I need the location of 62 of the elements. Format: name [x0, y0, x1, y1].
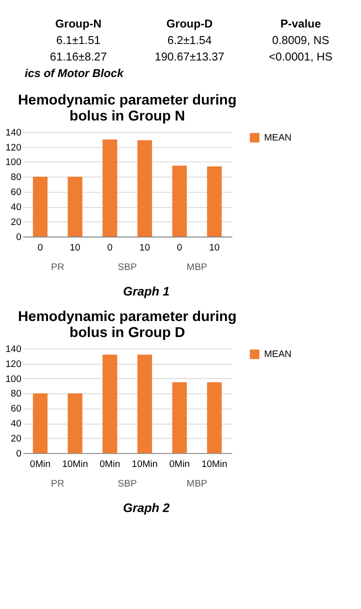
text: 6.2±1.54	[167, 34, 212, 47]
text: <0.0001, HS	[268, 52, 333, 64]
text: MBP	[186, 262, 208, 273]
text: 6.1±1.51	[56, 34, 101, 47]
text: PR	[51, 478, 64, 490]
caption: Graph 2	[122, 501, 170, 515]
x-tick-label: 0	[107, 242, 113, 254]
y-tick-label: 0	[16, 232, 22, 243]
text: P-value	[280, 18, 321, 30]
x-tick-label: 10	[70, 242, 80, 254]
bar	[102, 354, 118, 454]
x-tick-label: 0Min	[169, 458, 190, 470]
text: 190.67±13.37	[154, 52, 224, 64]
x-tick-label: 10	[209, 242, 220, 254]
x-tick-label: 0	[38, 242, 43, 254]
bar	[32, 176, 48, 236]
x-tick-label: 10	[139, 242, 150, 254]
text: MBP	[186, 478, 208, 490]
bar	[137, 354, 152, 454]
x-tick-label: 0	[176, 242, 182, 254]
y-tick-label: 40	[10, 418, 22, 430]
bar	[68, 393, 82, 454]
x-tick-label: 0Min	[100, 458, 120, 470]
bar	[207, 382, 222, 454]
y-tick-label: 120	[6, 142, 22, 154]
bar	[32, 393, 48, 454]
y-tick-label: 80	[10, 172, 22, 184]
y-tick-label: 40	[10, 202, 22, 213]
x-tick-label: 10Min	[132, 458, 158, 470]
x-tick-label: 0Min	[30, 458, 51, 470]
chart-title: Hemodynamic parameter during bolus in Group N	[18, 92, 237, 125]
text: ics of Motor Block	[24, 68, 124, 80]
y-tick-label: 60	[10, 187, 22, 198]
text: 61.16±8.27	[50, 52, 107, 64]
text: PR	[51, 262, 64, 273]
bar	[172, 166, 187, 236]
text: Group-N	[55, 18, 102, 30]
y-tick-label: 20	[10, 433, 22, 444]
y-tick-label: 140	[6, 344, 22, 355]
bar	[207, 166, 222, 236]
bar	[68, 176, 82, 236]
text: SBP	[118, 262, 137, 273]
chart-title: Hemodynamic parameter during bolus in Group D	[18, 309, 237, 342]
y-tick-label: 100	[6, 157, 22, 168]
caption: Graph 1	[122, 284, 170, 298]
bar	[102, 139, 118, 236]
y-tick-label: 80	[10, 388, 22, 400]
text: Group-D	[166, 18, 213, 30]
legend-label: MEAN	[264, 132, 292, 144]
bar	[137, 140, 152, 236]
y-tick-label: 0	[16, 448, 22, 460]
y-tick-label: 60	[10, 404, 22, 415]
text: SBP	[118, 478, 137, 490]
legend-label: MEAN	[264, 349, 292, 360]
text: 0.8009, NS	[272, 34, 330, 47]
bar	[172, 382, 187, 454]
x-tick-label: 10Min	[201, 458, 228, 470]
y-tick-label: 140	[6, 127, 22, 138]
y-tick-label: 120	[6, 358, 22, 370]
x-tick-label: 10Min	[62, 458, 88, 470]
y-tick-label: 20	[10, 216, 22, 228]
y-tick-label: 100	[6, 374, 22, 385]
